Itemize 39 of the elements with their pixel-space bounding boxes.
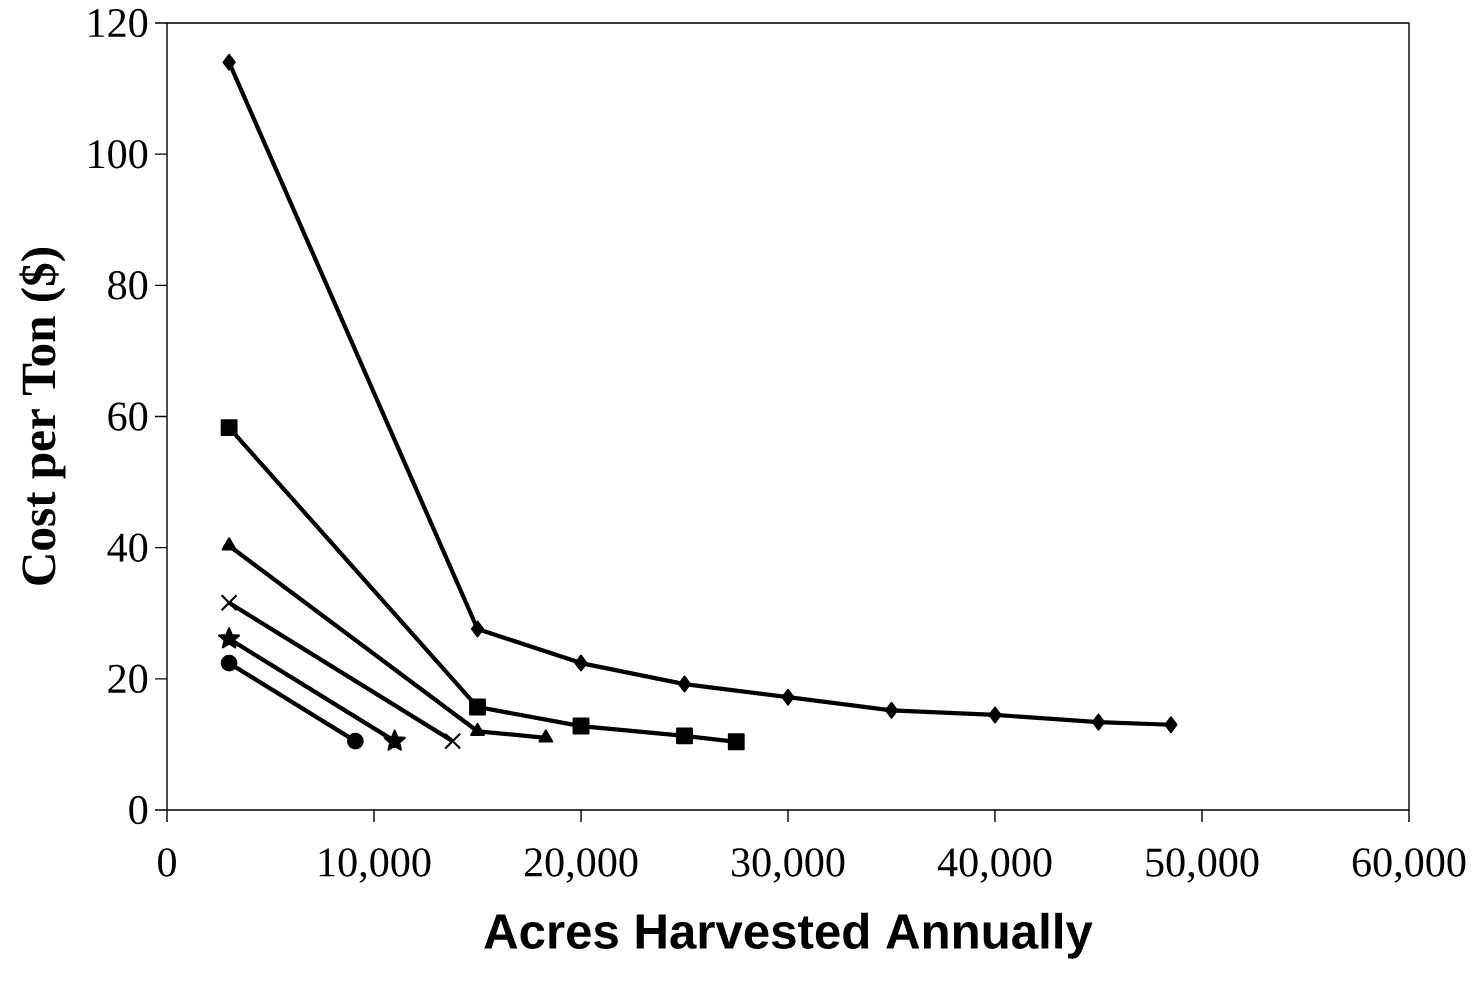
point [470,620,485,638]
x-tick-label: 60,000 [1352,848,1466,883]
point [220,594,238,612]
point [884,701,899,719]
y-tick-label: 120 [89,8,148,38]
point [1091,713,1106,731]
point [444,732,462,750]
point [676,727,693,745]
y-axis-title: Cost per Ton ($) [19,248,66,585]
y-tick-label: 20 [108,664,148,694]
point [383,729,406,751]
x-tick-label: 50,000 [1146,848,1259,883]
y-tick-label: 60 [108,402,148,431]
x-tick-label: 40,000 [937,848,1052,883]
point [781,688,795,706]
point [469,698,486,716]
y-tick-label: 80 [108,271,148,300]
point [218,627,241,649]
y-tick-label: 0 [129,795,148,825]
x-tick-label: 0 [158,848,176,877]
point [1164,716,1178,734]
point [677,675,692,693]
point [346,732,364,750]
point [538,729,554,743]
point [222,53,236,71]
point [574,654,588,672]
point [470,722,485,737]
x-axis-title: Acres Harvested Annually [484,912,1093,959]
point [220,654,238,672]
point [572,717,590,735]
point [727,733,745,751]
point [988,706,1002,724]
y-tick-label: 40 [107,533,148,562]
x-tick-label: 20,000 [524,848,638,883]
point [221,537,237,551]
x-tick-label: 10,000 [319,848,431,883]
x-tick-label: 30,000 [732,848,845,883]
point [220,419,238,437]
y-tick-label: 100 [89,139,148,169]
